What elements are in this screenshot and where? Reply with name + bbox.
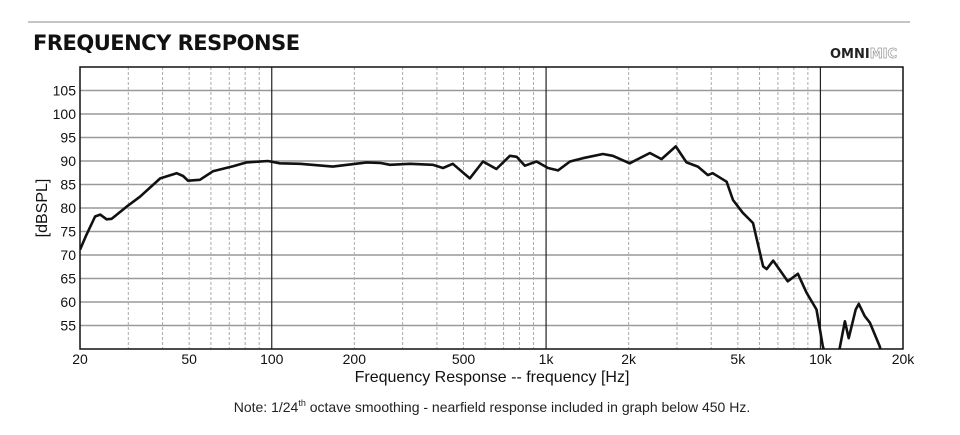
x-tick-label: 100 (260, 351, 284, 367)
x-tick-label: 20 (72, 351, 88, 367)
x-tick-label: 50 (181, 351, 197, 367)
note-superscript: th (298, 398, 306, 408)
note-text: Note: 1/24th octave smoothing - nearfiel… (234, 398, 751, 415)
x-tick-label: 500 (452, 351, 476, 367)
y-tick-label: 90 (60, 153, 76, 169)
y-tick-label: 75 (60, 224, 76, 240)
x-tick-label: 20k (892, 351, 916, 367)
note-prefix: Note: 1/24 (234, 399, 299, 415)
y-tick-label: 100 (53, 106, 77, 122)
y-tick-label: 85 (60, 177, 76, 193)
y-tick-label: 60 (60, 294, 76, 310)
y-axis-label: [dBSPL] (34, 179, 51, 238)
omnimic-logo: OMNIMIC (830, 47, 897, 63)
y-tick-label: 105 (53, 83, 77, 99)
chart-title: FREQUENCY RESPONSE (33, 31, 300, 55)
y-tick-label: 80 (60, 200, 76, 216)
x-axis-label: Frequency Response -- frequency [Hz] (355, 369, 630, 386)
x-tick-label: 200 (343, 351, 367, 367)
x-tick-label: 10k (809, 351, 833, 367)
response-line (838, 302, 882, 349)
note-suffix: octave smoothing - nearfield response in… (306, 399, 750, 415)
plot-frame (79, 66, 904, 350)
y-tick-label: 95 (60, 130, 76, 146)
response-line (80, 145, 826, 349)
x-tick-label: 5k (730, 351, 746, 367)
tick-labels: 55 60 65 70 75 80 85 90 95 100 105 20 50 100 200 500 1k 2… (53, 83, 916, 368)
response-curve (80, 145, 882, 349)
grid (80, 67, 903, 349)
svg-text:OMNIMIC: OMNIMIC (830, 47, 897, 62)
y-tick-label: 70 (60, 247, 76, 263)
x-tick-label: 2k (621, 351, 637, 367)
y-tick-label: 55 (60, 318, 76, 334)
y-tick-label: 65 (60, 271, 76, 287)
x-tick-label: 1k (539, 351, 555, 367)
